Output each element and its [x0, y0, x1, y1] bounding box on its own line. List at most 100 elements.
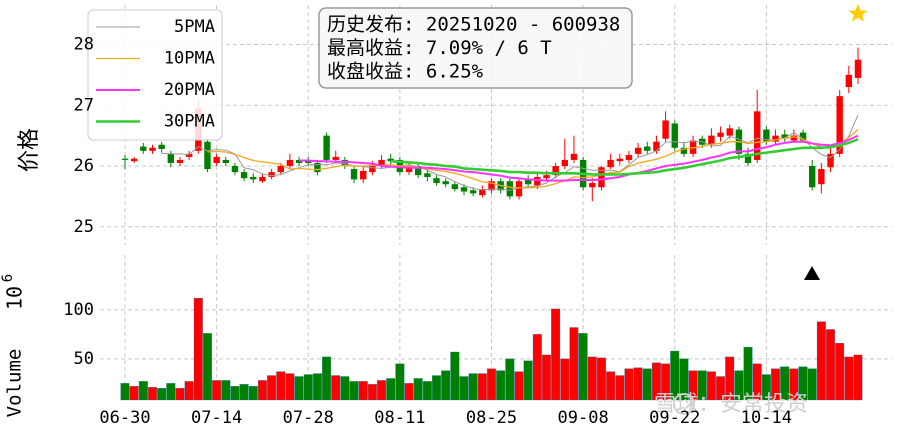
candle-body — [121, 158, 129, 160]
candle-body — [818, 169, 825, 185]
volume-bar — [651, 362, 661, 401]
volume-bar — [203, 333, 212, 401]
candle-body — [543, 175, 550, 179]
volume-bar — [798, 366, 808, 401]
candle-body — [323, 135, 330, 160]
volume-bar — [505, 358, 515, 401]
watermark-logo — [673, 393, 695, 415]
candle-body — [827, 153, 834, 168]
candle-body — [717, 132, 724, 137]
volume-bar — [377, 380, 387, 401]
legend: 5PMA 10PMA 20PMA 30PMA — [96, 17, 215, 132]
volume-bar — [487, 368, 496, 401]
candle-body — [259, 176, 266, 182]
volume-bar — [752, 363, 762, 401]
candle-body — [634, 147, 642, 154]
volume-bar — [725, 356, 735, 401]
candle-body — [808, 166, 816, 188]
candle-body — [790, 135, 798, 141]
candle-body — [570, 153, 578, 160]
candle-body — [286, 159, 294, 167]
annotation-line: 收盘收益: 6.25% — [327, 61, 484, 83]
candle-body — [140, 146, 147, 151]
volume-bar — [239, 384, 249, 401]
legend-label: 20PMA — [154, 80, 215, 100]
volume-bar — [761, 374, 771, 401]
candle-body — [515, 181, 523, 197]
candle-body — [442, 181, 449, 185]
candle-body — [744, 153, 752, 163]
candle-body — [332, 156, 339, 160]
volume-bar — [532, 334, 542, 401]
volume-bar — [569, 327, 579, 401]
candle-body — [405, 166, 413, 173]
candle-body — [460, 187, 468, 192]
volume-bar — [404, 383, 414, 401]
legend-label: 5PMA — [154, 17, 215, 37]
candle-body — [469, 190, 477, 194]
volume-bar — [597, 357, 606, 401]
y-tick-label: 100 — [63, 300, 94, 320]
volume-bar — [331, 375, 341, 401]
x-tick-label: 08-11 — [374, 408, 425, 428]
x-tick-label: 08-25 — [466, 408, 517, 428]
volume-bar — [477, 373, 487, 401]
volume-bar — [624, 368, 634, 401]
candle-body — [378, 159, 385, 167]
candle-body — [524, 179, 532, 185]
candle-body — [424, 173, 431, 177]
annotation-line: 历史发布: 20251020 - 600938 — [327, 14, 620, 36]
candle-body — [726, 128, 733, 136]
volume-bar — [413, 378, 423, 401]
volume-bar — [322, 356, 332, 401]
volume-bar — [367, 384, 377, 401]
candle-body — [360, 170, 367, 180]
candle-body — [277, 166, 284, 173]
legend-label: 30PMA — [154, 112, 215, 132]
volume-bar — [157, 388, 167, 401]
candle-body — [680, 147, 688, 154]
candle-body — [662, 120, 669, 139]
candle-body — [250, 176, 257, 180]
volume-bar — [633, 367, 643, 401]
candle-body — [204, 141, 211, 170]
volume-bar — [606, 371, 616, 401]
y-tick-label: 27 — [74, 95, 94, 115]
candle-body — [451, 184, 459, 190]
volume-bar — [844, 356, 854, 401]
candle-body — [387, 158, 394, 162]
x-tick-label: 09-08 — [558, 408, 609, 428]
candle-body — [213, 156, 220, 163]
x-tick-label: 07-28 — [283, 408, 334, 428]
volume-bar — [303, 374, 313, 401]
volume-bar — [358, 381, 368, 401]
x-tick-label: 07-14 — [191, 408, 242, 428]
sell-marker — [848, 4, 868, 22]
y-tick-label: 26 — [74, 156, 94, 176]
volume-bar — [706, 371, 716, 401]
legend-box — [87, 9, 223, 141]
volume-bar — [459, 376, 469, 401]
volume-bar — [496, 370, 506, 401]
legend-label: 10PMA — [154, 49, 215, 69]
candle-body — [130, 158, 138, 162]
candle-body — [781, 134, 788, 139]
y-axis-label: Volume — [4, 349, 26, 418]
volume-bar — [807, 368, 817, 401]
volume-bar — [679, 358, 689, 401]
candle-body — [854, 59, 862, 78]
volume-bar — [184, 381, 194, 401]
volume-bar — [148, 387, 157, 401]
ma-line — [390, 138, 859, 176]
volume-bar — [422, 381, 432, 401]
candle-body — [167, 153, 175, 163]
candle-body — [644, 146, 651, 151]
candle-body — [671, 123, 678, 148]
candle-body — [268, 172, 275, 177]
candle-body — [616, 158, 623, 162]
annotation-line: 最高收益: 7.09% / 6 T — [327, 37, 552, 59]
ma-line — [299, 134, 859, 182]
volume-bar — [642, 368, 652, 401]
volume-bar — [432, 375, 441, 401]
scale-exponent: 6 — [0, 274, 16, 282]
